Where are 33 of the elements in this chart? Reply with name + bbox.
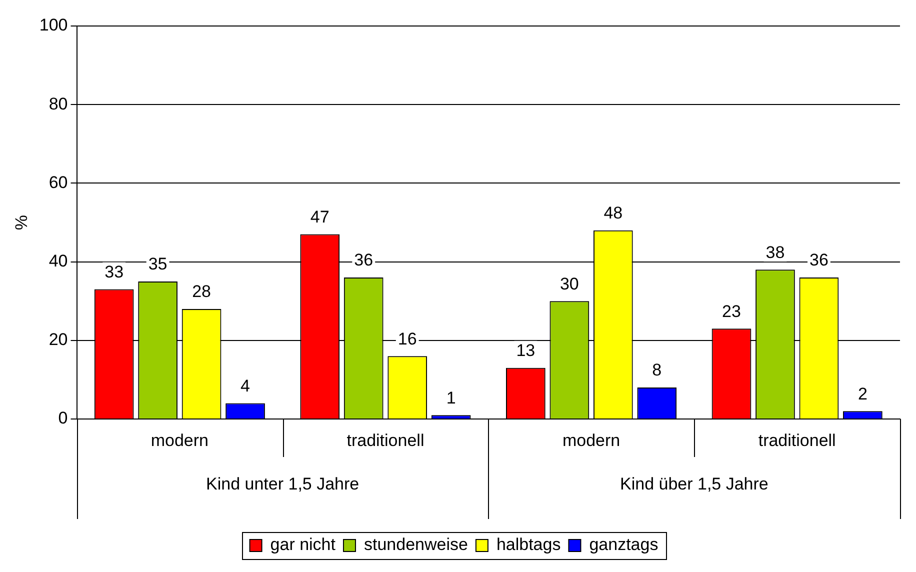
data-label: 8 bbox=[652, 360, 662, 380]
data-label: 4 bbox=[240, 376, 250, 396]
x-tick-label: modern bbox=[562, 430, 620, 450]
x-tick-label: traditionell bbox=[346, 430, 424, 450]
x-tick-label: traditionell bbox=[758, 430, 836, 450]
data-label: 33 bbox=[104, 262, 124, 282]
data-label: 36 bbox=[354, 250, 374, 270]
data-label: 47 bbox=[310, 207, 330, 226]
text: Kind unter 1,5 Jahre bbox=[206, 474, 360, 494]
y-tick-label: 40 bbox=[48, 251, 68, 270]
legend-label: gar nicht bbox=[270, 535, 336, 554]
y-tick-label: 80 bbox=[48, 94, 68, 114]
data-label: 35 bbox=[148, 254, 168, 274]
text: Kind über 1,5 Jahre bbox=[620, 474, 768, 494]
x-tick-label: modern bbox=[150, 430, 208, 450]
data-label: 13 bbox=[516, 341, 536, 360]
y-tick-label: 0 bbox=[58, 408, 68, 428]
legend-label: stundenweise bbox=[364, 535, 468, 554]
data-label: 28 bbox=[192, 282, 211, 302]
y-tick-label: 60 bbox=[48, 172, 68, 192]
y-tick-label: 20 bbox=[48, 330, 68, 350]
legend-label: halbtags bbox=[496, 535, 561, 554]
data-label: 30 bbox=[560, 274, 579, 294]
data-label: 2 bbox=[858, 384, 868, 404]
data-label: 38 bbox=[766, 242, 785, 262]
y-tick-label: 100 bbox=[39, 16, 68, 35]
legend-label: ganztags bbox=[589, 535, 658, 554]
data-label: 36 bbox=[810, 250, 828, 270]
data-label: 48 bbox=[604, 204, 623, 223]
data-label: 16 bbox=[398, 329, 417, 348]
data-label: 23 bbox=[722, 302, 741, 321]
y-axis-title: % bbox=[12, 214, 31, 230]
data-label: 1 bbox=[446, 388, 456, 408]
